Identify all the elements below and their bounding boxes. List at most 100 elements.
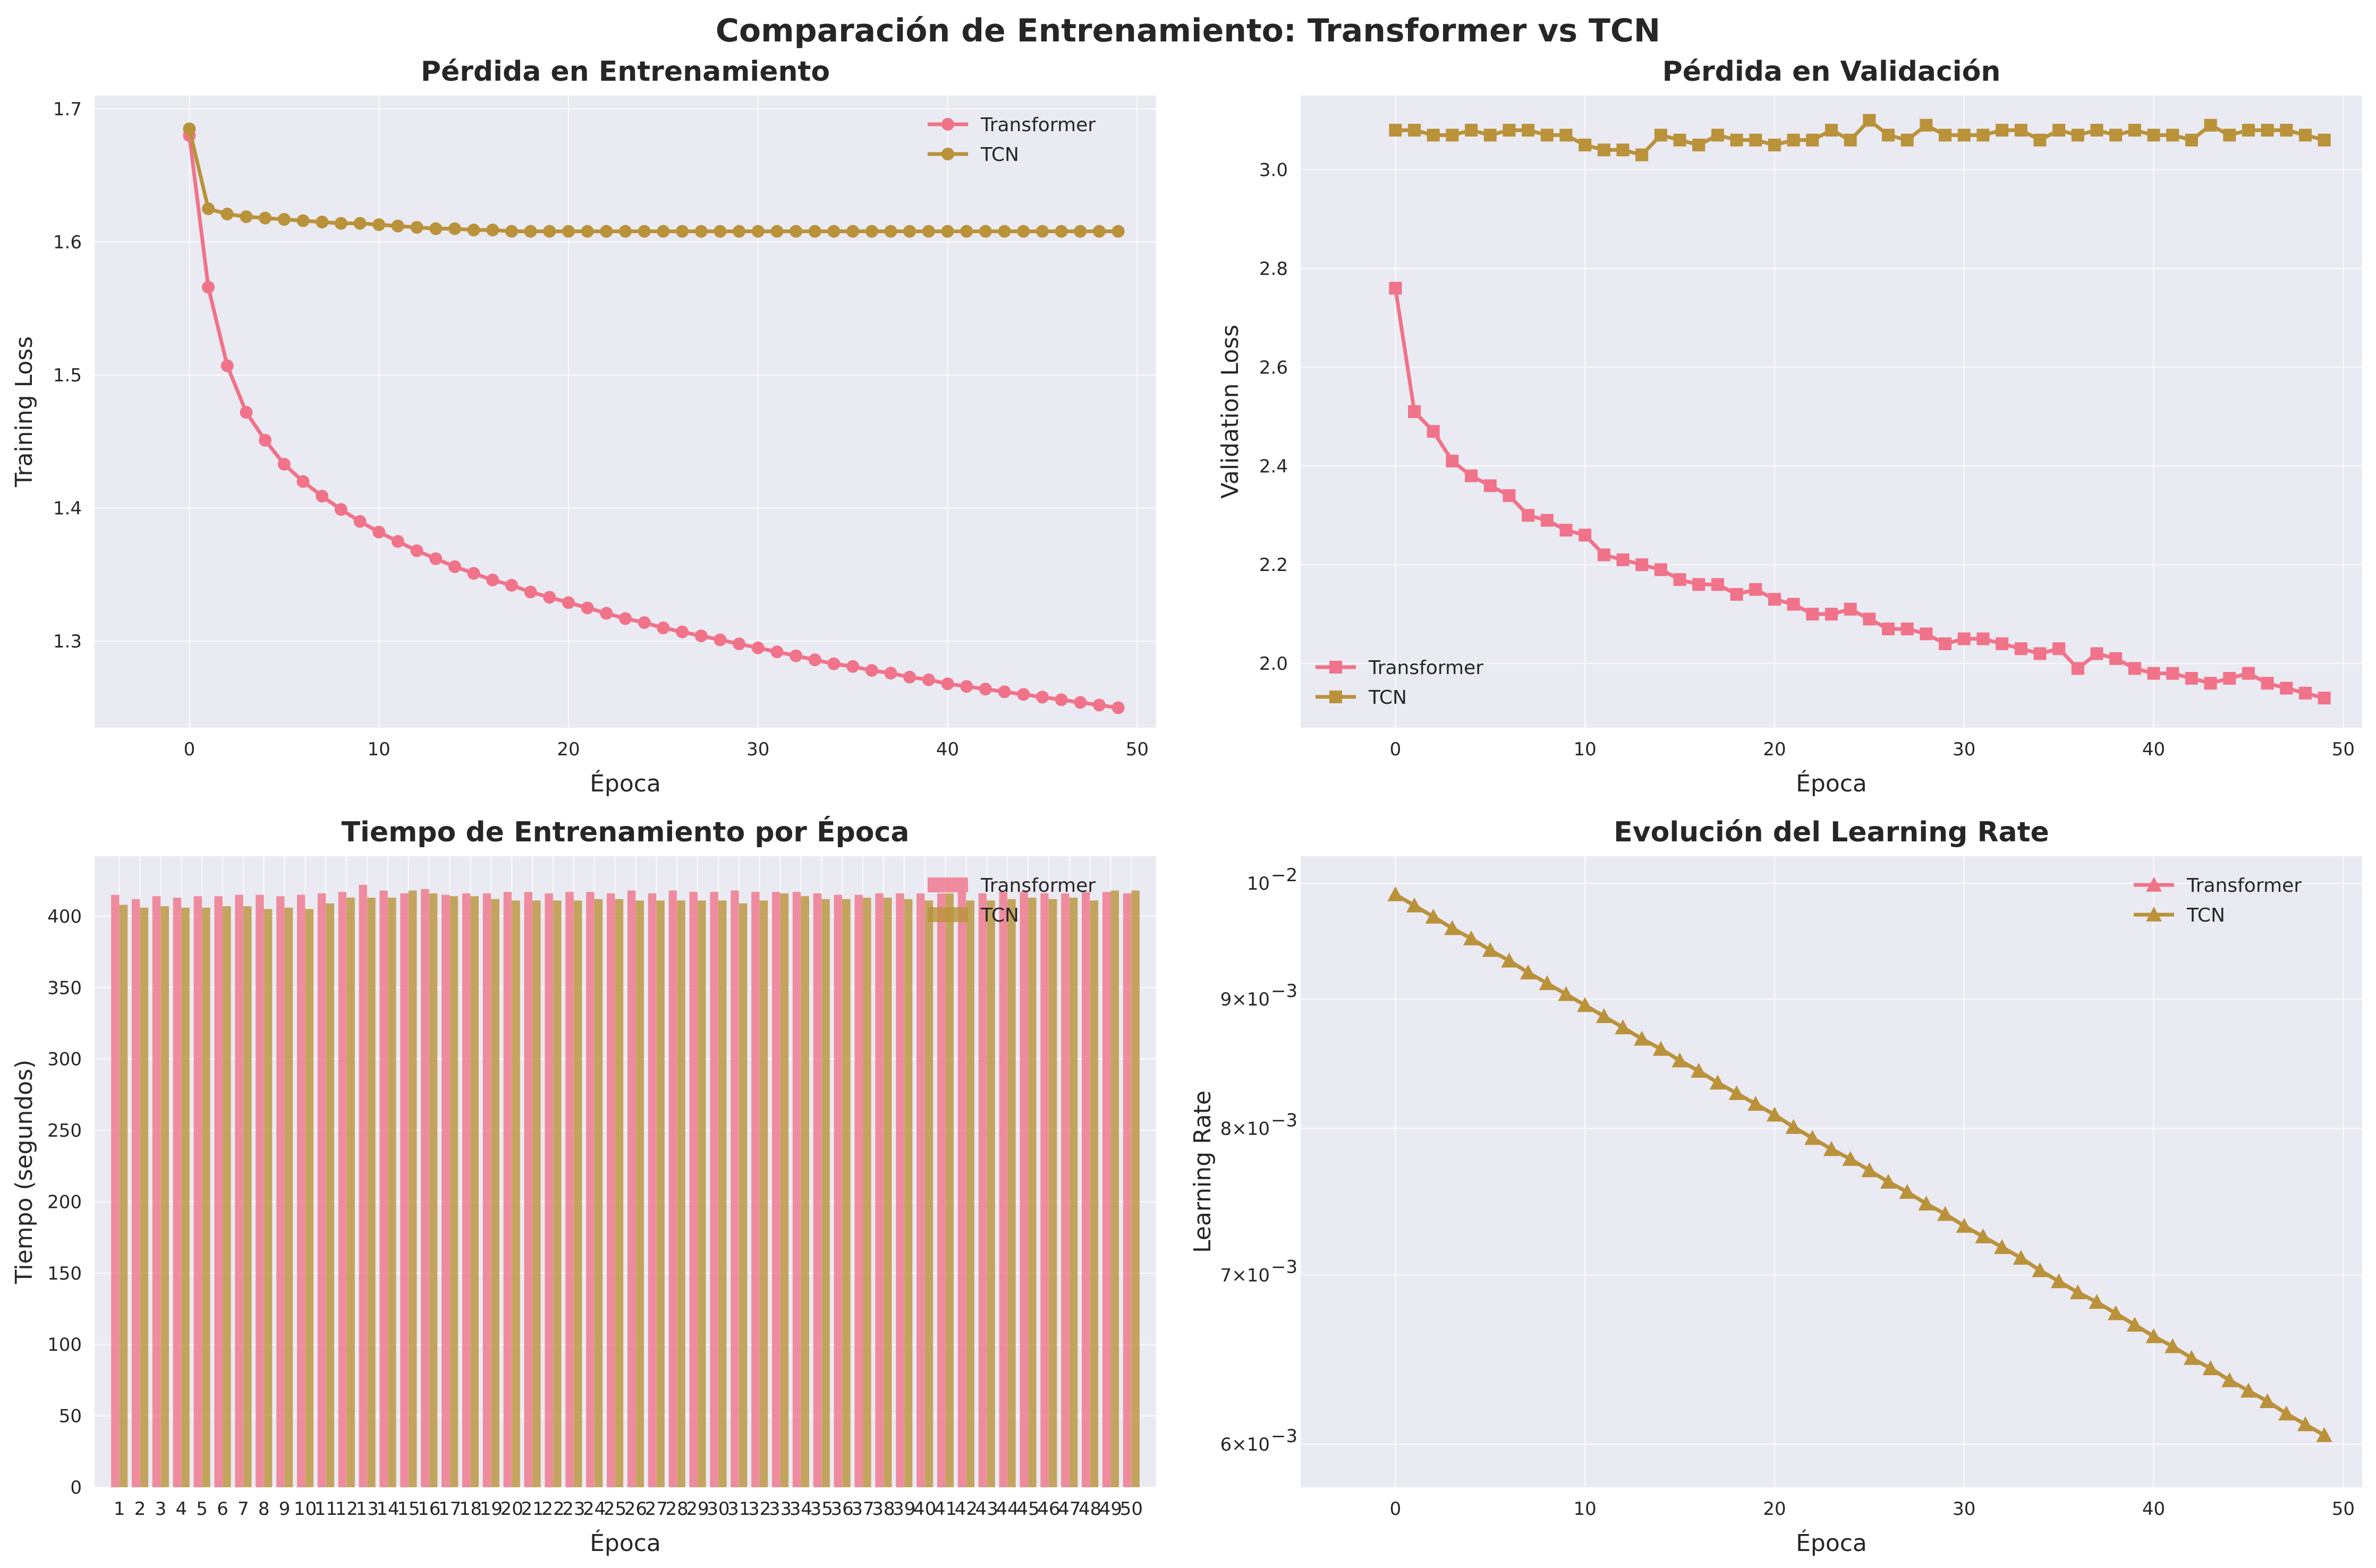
bar-transformer bbox=[317, 893, 326, 1487]
data-point-tcn bbox=[240, 210, 253, 223]
x-tick-label: 39 bbox=[893, 1498, 915, 1520]
y-tick-label: 100 bbox=[47, 1334, 82, 1356]
x-tick-label: 32 bbox=[748, 1498, 771, 1520]
data-point-tcn bbox=[922, 225, 935, 238]
x-tick-label: 40 bbox=[936, 739, 959, 760]
data-point-tcn bbox=[1728, 1085, 1745, 1101]
x-tick-label: 50 bbox=[2332, 1498, 2355, 1520]
data-point-tcn bbox=[1579, 138, 1592, 151]
bar-transformer bbox=[524, 892, 533, 1487]
data-point-transformer bbox=[1787, 598, 1800, 611]
data-point-transformer bbox=[1055, 693, 1068, 706]
data-point-transformer bbox=[391, 535, 404, 548]
panel-title: Pérdida en Validación bbox=[1662, 56, 2001, 88]
data-point-tcn bbox=[1615, 1019, 1631, 1035]
data-point-tcn bbox=[1956, 1218, 1972, 1233]
bar-tcn bbox=[202, 907, 210, 1487]
data-point-tcn bbox=[1558, 986, 1574, 1001]
bar-transformer bbox=[421, 889, 429, 1487]
y-axis-label: Learning Rate bbox=[1189, 1090, 1216, 1253]
bar-tcn bbox=[904, 899, 913, 1487]
x-tick-label: 40 bbox=[2142, 1498, 2165, 1520]
data-point-transformer bbox=[202, 280, 215, 294]
data-point-tcn bbox=[2223, 129, 2236, 142]
x-tick-label: 49 bbox=[1099, 1498, 1122, 1520]
bar-tcn bbox=[1069, 897, 1078, 1487]
data-point-tcn bbox=[2071, 129, 2084, 142]
data-point-transformer bbox=[2318, 692, 2331, 705]
y-tick-label: 1.3 bbox=[53, 631, 82, 652]
data-point-tcn bbox=[1634, 1030, 1650, 1046]
data-point-transformer bbox=[1389, 282, 1402, 295]
data-point-tcn bbox=[1787, 133, 1800, 147]
x-tick-label: 27 bbox=[645, 1498, 668, 1520]
data-point-transformer bbox=[1111, 701, 1125, 714]
bar-tcn bbox=[119, 905, 128, 1487]
x-tick-label: 20 bbox=[500, 1498, 523, 1520]
bar-tcn bbox=[739, 903, 748, 1487]
data-point-tcn bbox=[2183, 1350, 2200, 1365]
y-tick-label: 1.7 bbox=[53, 99, 82, 120]
data-point-tcn bbox=[1766, 1106, 1783, 1122]
bar-transformer bbox=[792, 892, 801, 1487]
data-point-tcn bbox=[448, 222, 461, 235]
data-point-transformer bbox=[676, 625, 689, 638]
data-point-tcn bbox=[1559, 129, 1573, 142]
bar-transformer bbox=[565, 892, 574, 1487]
data-point-transformer bbox=[1939, 637, 1952, 650]
x-tick-label: 12 bbox=[335, 1498, 358, 1520]
data-point-tcn bbox=[2202, 1360, 2219, 1375]
bar-transformer bbox=[710, 892, 718, 1487]
data-point-tcn bbox=[1957, 129, 1971, 142]
data-point-tcn bbox=[2145, 1328, 2162, 1343]
data-point-tcn bbox=[1654, 129, 1667, 142]
bar-tcn bbox=[1110, 890, 1119, 1487]
data-point-tcn bbox=[733, 225, 746, 238]
bar-transformer bbox=[256, 894, 264, 1487]
y-tick-label: 8×10 bbox=[1220, 1118, 1270, 1139]
bar-transformer bbox=[296, 894, 306, 1487]
data-point-transformer bbox=[600, 607, 613, 620]
data-point-tcn bbox=[2185, 133, 2198, 147]
x-tick-label: 23 bbox=[562, 1498, 585, 1520]
bar-transformer bbox=[359, 884, 368, 1487]
x-tick-label: 40 bbox=[2142, 739, 2165, 760]
data-point-tcn bbox=[676, 225, 689, 238]
plot-area bbox=[1301, 856, 2362, 1487]
data-point-transformer bbox=[1408, 405, 1421, 418]
x-tick-label: 11 bbox=[315, 1498, 337, 1520]
legend-label-tcn: TCN bbox=[2186, 905, 2225, 926]
x-tick-label: 45 bbox=[1016, 1498, 1039, 1520]
data-point-tcn bbox=[827, 225, 841, 238]
panel-validation-loss: 2.0 2.2 2.4 2.6 2.8 3.0 0 10 20 30 40 50 Transformer… bbox=[1217, 56, 2362, 797]
data-point-transformer bbox=[884, 667, 897, 680]
x-tick-label: 10 bbox=[368, 739, 391, 760]
data-point-transformer bbox=[1635, 558, 1649, 572]
x-tick-label: 42 bbox=[955, 1498, 978, 1520]
bar-tcn bbox=[305, 909, 314, 1487]
data-point-transformer bbox=[581, 601, 594, 615]
data-point-tcn bbox=[2014, 124, 2027, 137]
data-point-tcn bbox=[505, 225, 518, 238]
data-point-transformer bbox=[1711, 578, 1724, 591]
data-point-transformer bbox=[410, 544, 423, 557]
bar-tcn bbox=[491, 899, 499, 1487]
legend-label-tcn: TCN bbox=[980, 144, 1019, 166]
data-point-tcn bbox=[467, 224, 480, 237]
data-point-transformer bbox=[1768, 593, 1781, 606]
data-point-tcn bbox=[1503, 124, 1516, 137]
data-point-tcn bbox=[2033, 133, 2047, 147]
data-point-transformer bbox=[1863, 612, 1876, 626]
bar-tcn bbox=[387, 897, 396, 1487]
data-point-transformer bbox=[296, 475, 310, 488]
bar-transformer bbox=[545, 893, 553, 1487]
x-tick-label: 30 bbox=[1953, 1498, 1975, 1520]
data-point-tcn bbox=[1055, 225, 1068, 238]
y-tick-label: 1.5 bbox=[53, 365, 82, 386]
bar-tcn bbox=[615, 899, 624, 1487]
data-point-tcn bbox=[1939, 129, 1952, 142]
x-tick-label: 36 bbox=[831, 1498, 854, 1520]
y-tick-label: 3.0 bbox=[1259, 159, 1288, 181]
plot-area bbox=[95, 856, 1156, 1487]
bar-transformer bbox=[896, 893, 904, 1487]
